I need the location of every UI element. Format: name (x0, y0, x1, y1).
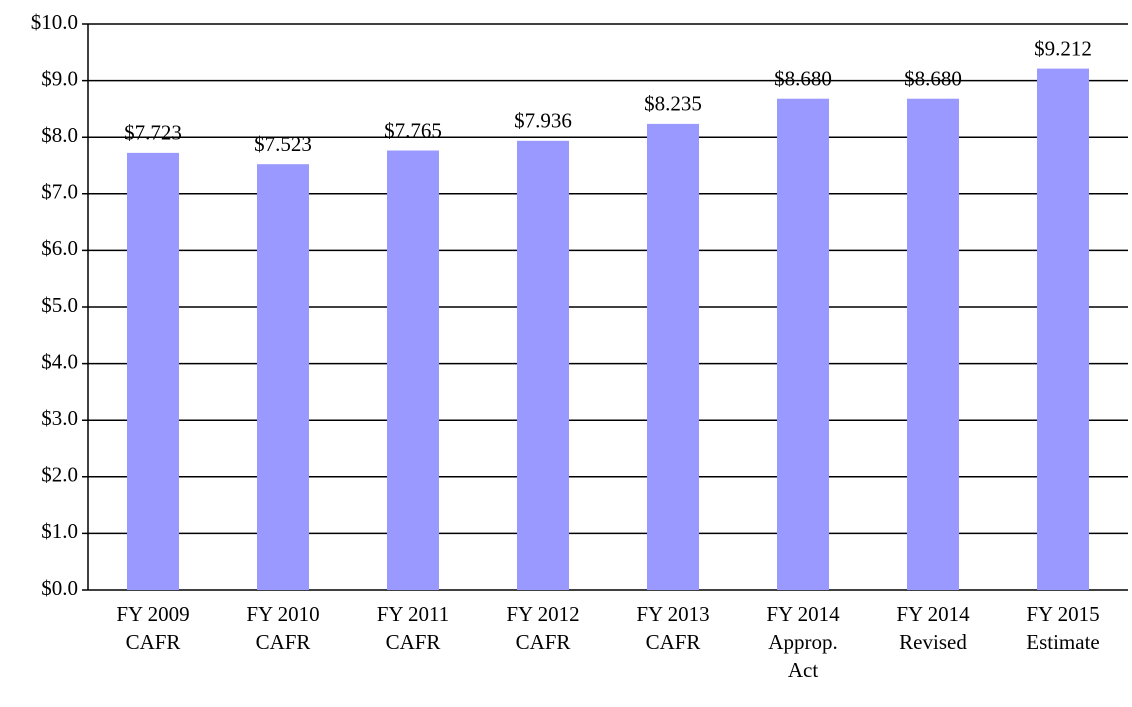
bar (517, 140, 569, 591)
bar (777, 98, 829, 590)
bar (387, 150, 439, 590)
y-tick-label: $6.0 (41, 236, 78, 260)
value-label: $8.680 (904, 67, 962, 91)
y-tick-label: $8.0 (41, 123, 78, 147)
x-tick-label: FY 2014 Revised (896, 602, 970, 654)
value-label: $9.212 (1034, 36, 1092, 60)
bar (647, 123, 699, 591)
x-tick-label: FY 2015 Estimate (1026, 602, 1099, 654)
bar (257, 164, 309, 591)
y-tick-label: $9.0 (41, 66, 78, 90)
x-tick-label: FY 2012 CAFR (506, 602, 579, 654)
y-tick-label: $2.0 (41, 463, 78, 487)
y-tick-label: $3.0 (41, 406, 78, 430)
bar (127, 152, 179, 590)
x-tick-label: FY 2010 CAFR (246, 602, 319, 654)
x-tick-label: FY 2014 Approp. Act (766, 602, 840, 682)
value-label: $8.235 (644, 92, 702, 116)
value-label: $7.765 (384, 118, 442, 142)
y-tick-label: $4.0 (41, 349, 78, 373)
value-label: $7.523 (254, 132, 312, 156)
y-tick-label: $7.0 (41, 180, 78, 204)
y-tick-label: $0.0 (41, 576, 78, 600)
y-tick-label: $10.0 (31, 10, 78, 34)
x-tick-label: FY 2011 CAFR (377, 602, 450, 654)
x-tick-label: FY 2013 CAFR (636, 602, 709, 654)
x-tick-label: FY 2009 CAFR (116, 602, 189, 654)
bar (907, 98, 959, 590)
value-label: $7.936 (514, 109, 572, 133)
value-label: $8.680 (774, 67, 832, 91)
value-label: $7.723 (124, 121, 182, 145)
y-tick-label: $1.0 (41, 519, 78, 543)
y-tick-label: $5.0 (41, 293, 78, 317)
bar (1037, 68, 1089, 590)
